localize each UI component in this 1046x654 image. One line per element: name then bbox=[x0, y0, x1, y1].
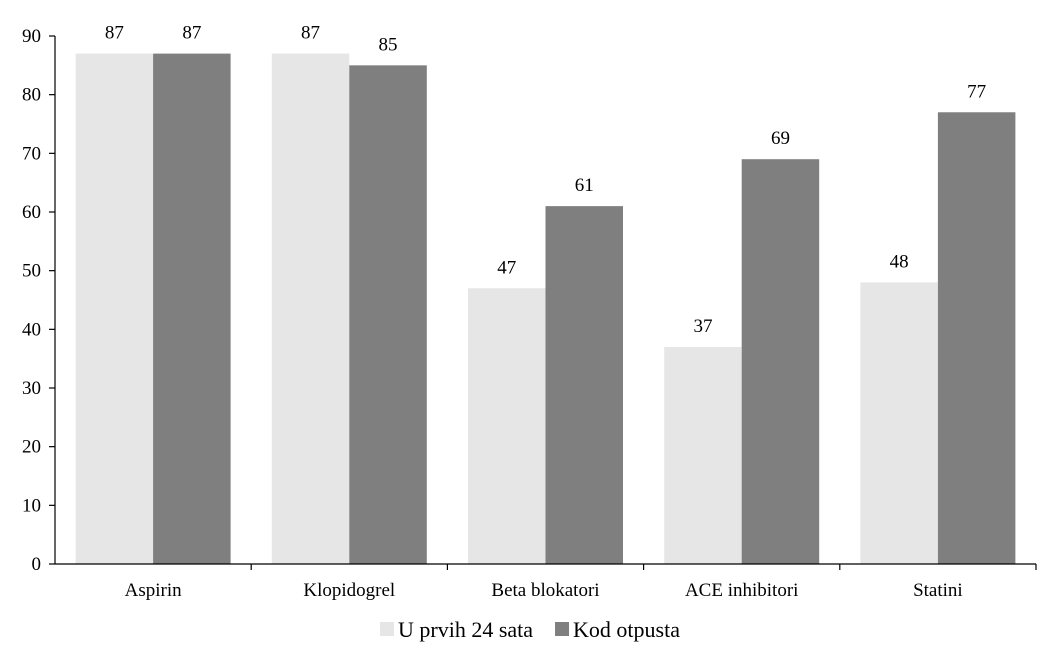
legend: U prvih 24 sata Kod otpusta bbox=[380, 617, 680, 642]
bar bbox=[741, 159, 820, 564]
y-tick-label: 0 bbox=[32, 554, 42, 575]
bar bbox=[860, 282, 938, 564]
data-label: 69 bbox=[771, 128, 790, 149]
x-category-label: Beta blokatori bbox=[491, 580, 599, 601]
data-label: 85 bbox=[379, 34, 398, 55]
data-label: 87 bbox=[105, 23, 124, 44]
y-tick-label: 80 bbox=[22, 85, 41, 106]
data-label: 47 bbox=[497, 257, 516, 278]
legend-swatch bbox=[380, 622, 394, 636]
data-labels: 87 87 87 85 47 61 37 69 48 77 bbox=[105, 23, 986, 337]
data-label: 87 bbox=[182, 23, 201, 44]
legend-swatch bbox=[555, 622, 570, 636]
legend-label: U prvih 24 sata bbox=[398, 617, 533, 642]
data-label: 48 bbox=[890, 251, 909, 272]
y-tick-label: 70 bbox=[22, 143, 41, 164]
y-tick-label: 50 bbox=[22, 261, 41, 282]
data-label: 77 bbox=[967, 81, 986, 102]
x-category-label: ACE inhibitori bbox=[685, 580, 798, 601]
x-category-label: Statini bbox=[913, 580, 963, 601]
y-tick-label: 30 bbox=[22, 378, 41, 399]
x-category-label: Aspirin bbox=[125, 580, 183, 601]
bar bbox=[545, 206, 623, 564]
bar bbox=[937, 112, 1016, 565]
y-tick-label: 60 bbox=[22, 202, 41, 223]
legend-label: Kod otpusta bbox=[573, 617, 680, 642]
data-label: 87 bbox=[301, 23, 320, 44]
x-axis: Aspirin Klopidogrel Beta blokatori ACE inhi… bbox=[55, 563, 1037, 601]
data-label: 61 bbox=[575, 175, 594, 196]
y-tick-label: 10 bbox=[22, 495, 41, 516]
y-axis: 0 10 20 30 40 50 60 70 80 90 bbox=[22, 26, 56, 575]
y-tick-label: 20 bbox=[22, 437, 41, 458]
bar bbox=[664, 346, 742, 564]
bar bbox=[75, 53, 154, 564]
bar bbox=[349, 65, 427, 564]
x-category-label: Klopidogrel bbox=[303, 580, 395, 601]
bars bbox=[75, 53, 1016, 565]
data-label: 37 bbox=[693, 316, 712, 337]
y-tick-label: 40 bbox=[22, 319, 41, 340]
bar bbox=[271, 53, 350, 564]
bar bbox=[468, 288, 546, 564]
bar bbox=[153, 53, 231, 564]
y-tick-label: 90 bbox=[22, 26, 41, 47]
